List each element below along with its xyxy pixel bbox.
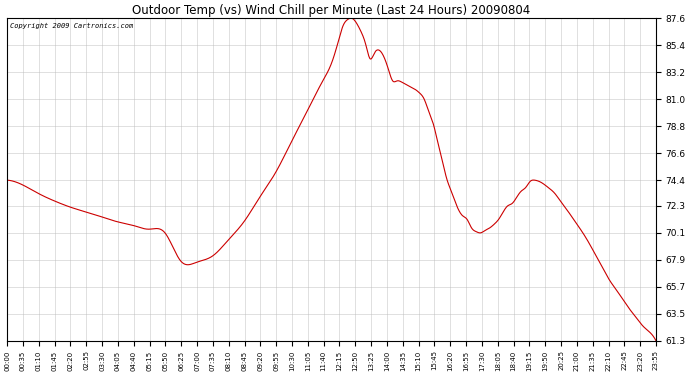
Text: Copyright 2009 Cartronics.com: Copyright 2009 Cartronics.com	[10, 23, 134, 29]
Title: Outdoor Temp (vs) Wind Chill per Minute (Last 24 Hours) 20090804: Outdoor Temp (vs) Wind Chill per Minute …	[132, 4, 531, 17]
